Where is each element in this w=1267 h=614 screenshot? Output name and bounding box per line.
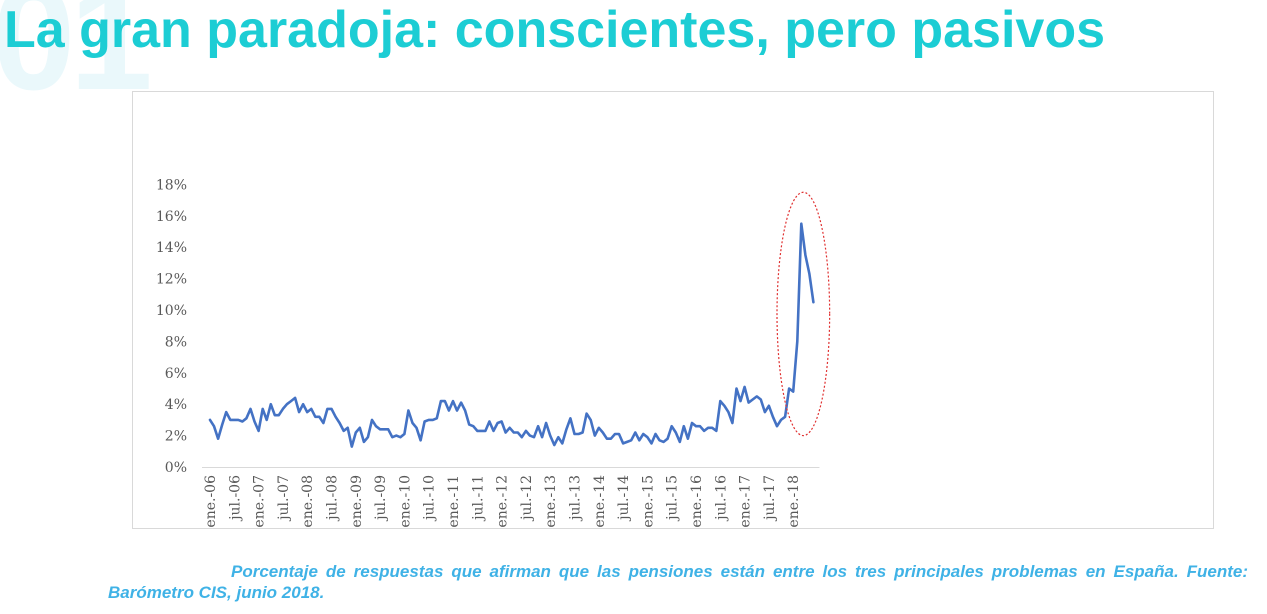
y-tick-label: 16% xyxy=(156,209,187,225)
x-tick-label: ene.-18 xyxy=(786,475,802,528)
y-tick-label: 10% xyxy=(156,303,187,319)
line-chart: 0% 2% 4% 6% 8% 10% 12% 14% 16% 18% ene.-06 jul.-06 e… xyxy=(156,177,831,528)
highlight-ellipse xyxy=(776,191,831,437)
x-tick-label: ene.-12 xyxy=(495,475,511,528)
y-tick-label: 18% xyxy=(156,177,187,193)
x-tick-label: jul.-13 xyxy=(568,475,584,522)
series-line xyxy=(208,222,815,448)
y-tick-label: 12% xyxy=(156,272,187,288)
y-tick-label: 0% xyxy=(165,460,187,476)
x-tick-label: ene.-14 xyxy=(592,475,608,528)
x-tick-label: ene.-11 xyxy=(446,475,462,528)
x-tick-label: jul.-17 xyxy=(762,475,778,522)
x-tick-label: ene.-07 xyxy=(252,475,268,528)
x-tick-label: ene.-09 xyxy=(349,475,365,528)
x-tick-label: jul.-08 xyxy=(325,475,341,522)
x-tick-label: jul.-16 xyxy=(713,475,729,522)
x-tick-label: jul.-15 xyxy=(665,475,681,522)
x-tick-label: jul.-07 xyxy=(276,475,292,522)
y-tick-label: 4% xyxy=(165,397,187,413)
x-tick-label: jul.-11 xyxy=(470,475,486,522)
y-tick-label: 14% xyxy=(156,240,187,256)
x-tick-label: jul.-10 xyxy=(422,475,438,522)
page-title: La gran paradoja: conscientes, pero pasi… xyxy=(4,1,1106,59)
x-tick-label: ene.-10 xyxy=(397,475,413,528)
x-tick-label: jul.-14 xyxy=(616,475,632,522)
y-tick-label: 6% xyxy=(165,366,187,382)
x-tick-label: jul.-12 xyxy=(519,475,535,522)
chart-panel: 0% 2% 4% 6% 8% 10% 12% 14% 16% 18% ene.-06 jul.-06 e… xyxy=(132,91,1214,529)
y-tick-label: 8% xyxy=(165,334,187,350)
x-tick-label: ene.-08 xyxy=(300,475,316,528)
section-number-watermark: 01 xyxy=(0,0,153,121)
chart-caption: Porcentaje de respuestas que afirman que… xyxy=(108,562,1248,602)
x-tick-label: ene.-15 xyxy=(640,475,656,528)
x-tick-label: ene.-06 xyxy=(203,475,219,528)
x-tick-label: ene.-16 xyxy=(689,475,705,528)
y-tick-label: 2% xyxy=(165,429,187,445)
x-tick-label: jul.-09 xyxy=(373,475,389,522)
x-tick-label: jul.-06 xyxy=(227,475,243,522)
x-tick-label: ene.-13 xyxy=(543,475,559,528)
x-tick-label: ene.-17 xyxy=(738,475,754,528)
